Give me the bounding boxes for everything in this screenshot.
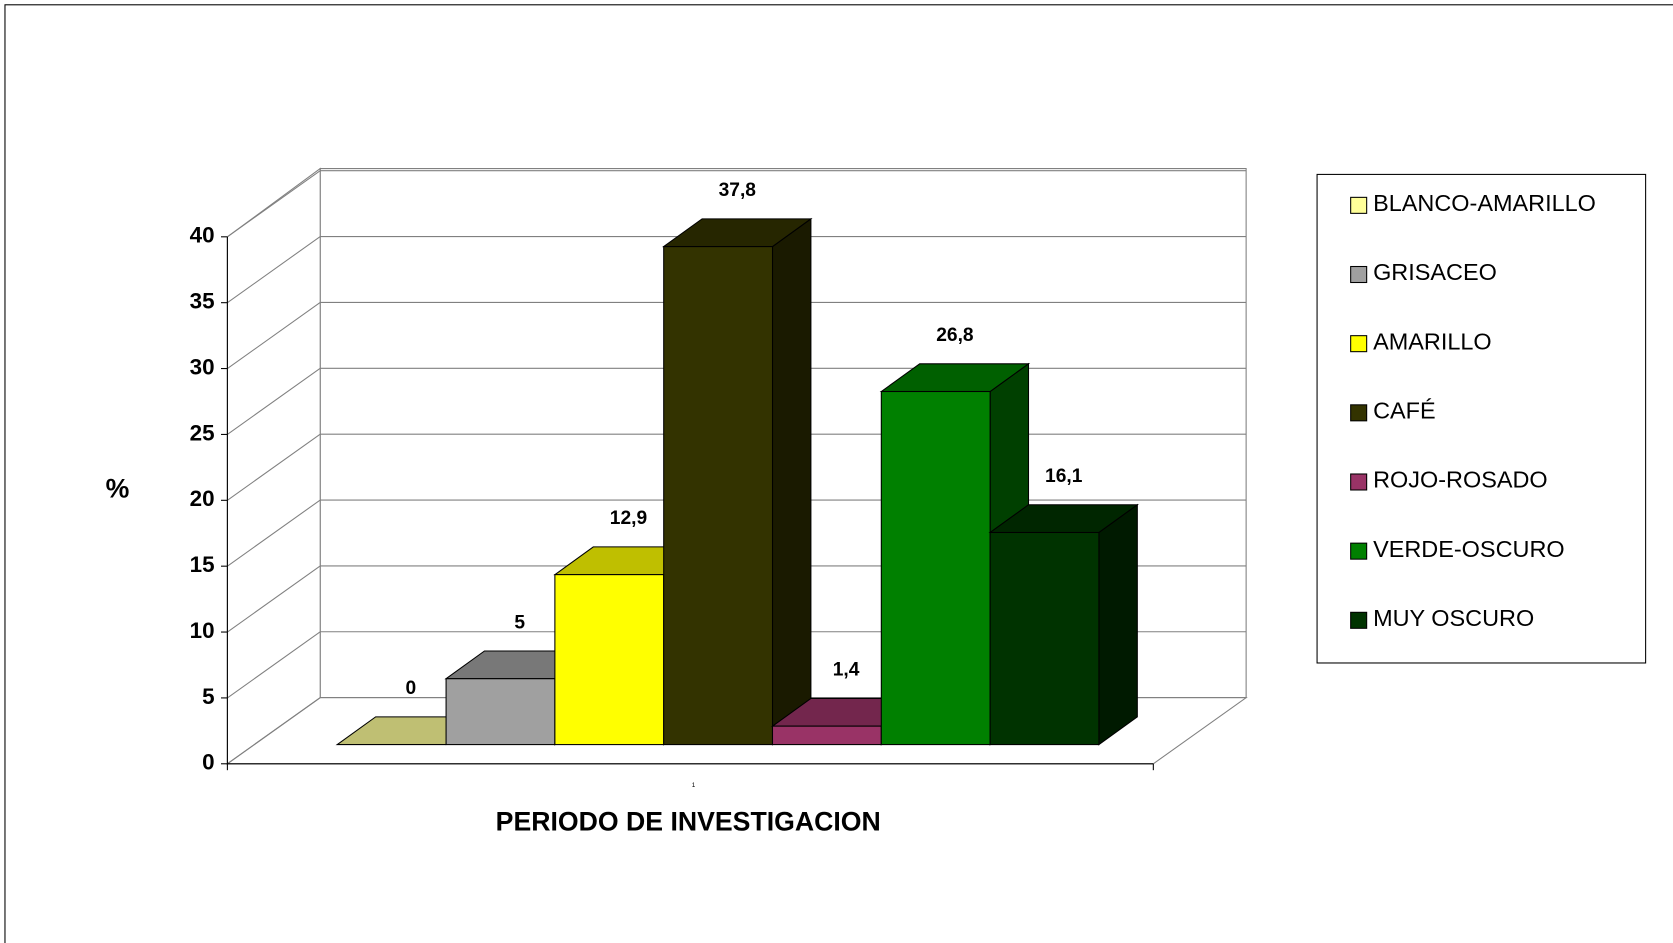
- value-label: 5: [514, 612, 525, 633]
- y-axis-title: %: [106, 474, 130, 504]
- bar-side: [1098, 503, 1138, 746]
- legend-label: ROJO-ROSADO: [1373, 467, 1548, 493]
- legend-swatch: [1350, 611, 1368, 629]
- value-label: 1,4: [833, 660, 860, 681]
- value-label: 12,9: [610, 508, 647, 529]
- legend-swatch: [1350, 404, 1368, 422]
- grid-line: [227, 565, 321, 633]
- y-tick-label: 10: [190, 618, 215, 643]
- legend-label: AMARILLO: [1373, 328, 1492, 354]
- side-wall: [226, 167, 321, 765]
- legend-label: BLANCO-AMARILLO: [1373, 190, 1596, 216]
- value-label: 26,8: [936, 325, 974, 346]
- legend-swatch: [1350, 265, 1368, 284]
- bar: [988, 503, 1139, 746]
- legend-label: CAFÉ: [1373, 397, 1436, 423]
- grid-line: [227, 236, 321, 304]
- y-tick-label: 5: [202, 684, 214, 709]
- bar-front: [771, 725, 882, 746]
- bar: [662, 217, 813, 746]
- legend-label: GRISACEO: [1373, 259, 1497, 285]
- y-tick-label: 25: [190, 420, 215, 445]
- y-tick-label: 0: [202, 750, 214, 775]
- frame: [4, 4, 1673, 943]
- grid-line: [227, 631, 321, 699]
- bar-front: [989, 531, 1100, 746]
- y-tick-label: 20: [190, 486, 215, 511]
- bar-front: [445, 678, 556, 746]
- legend-label: MUY OSCURO: [1373, 605, 1534, 631]
- grid-line: [227, 367, 321, 435]
- grid-line: [227, 499, 321, 567]
- x-tick-label: 1: [692, 782, 696, 789]
- x-axis-title: PERIODO DE INVESTIGACION: [496, 807, 881, 837]
- bar-front: [663, 246, 774, 746]
- legend-swatch: [1350, 542, 1368, 560]
- y-tick-label: 40: [190, 223, 215, 248]
- value-label: 0: [406, 678, 417, 699]
- value-label: 37,8: [719, 180, 757, 201]
- grid-line: [227, 433, 321, 501]
- grid-line: [227, 170, 321, 238]
- y-tick-label: 30: [190, 354, 215, 379]
- legend-swatch: [1350, 335, 1368, 353]
- bar-side: [771, 217, 812, 746]
- y-tick-label: 15: [190, 552, 215, 577]
- legend-swatch: [1350, 473, 1368, 491]
- y-tick-label: 35: [190, 289, 215, 314]
- grid-line: [227, 697, 321, 765]
- bar-front: [554, 574, 665, 746]
- grid-line: [227, 301, 321, 369]
- legend-label: VERDE-OSCURO: [1373, 536, 1565, 562]
- legend-box: [1316, 173, 1647, 664]
- value-label: 16,1: [1045, 466, 1083, 487]
- legend-swatch: [1350, 196, 1368, 214]
- bar-front: [880, 390, 991, 746]
